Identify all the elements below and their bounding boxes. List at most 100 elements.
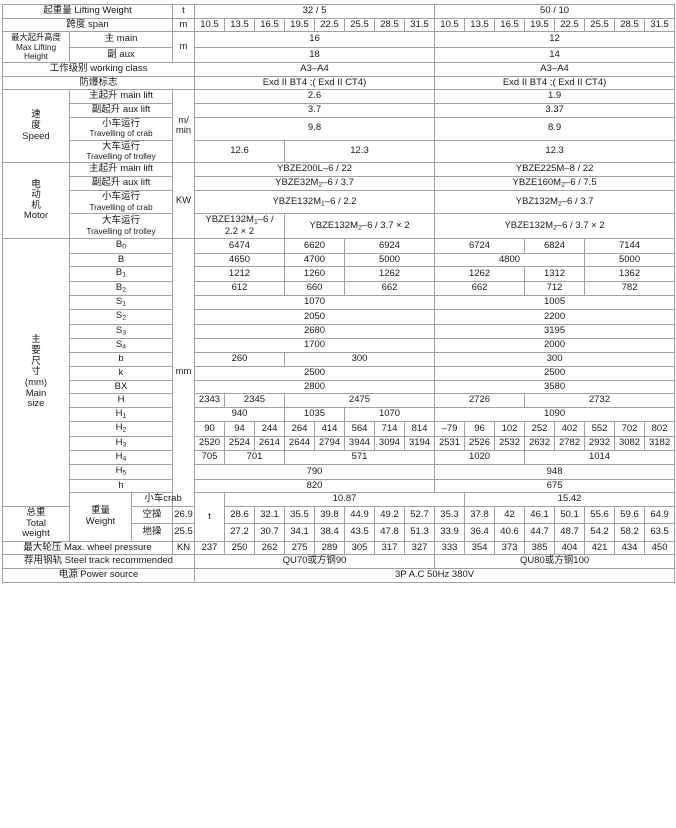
size-cell: 2532 bbox=[494, 435, 526, 452]
size-cell: 5000 bbox=[343, 252, 436, 268]
group-weight: 重量 Weight bbox=[69, 492, 132, 542]
label-size-h1: H1 bbox=[69, 406, 173, 423]
label-size-s1: S1 bbox=[69, 294, 173, 311]
size-cell: 1035 bbox=[284, 406, 345, 423]
size-cell: 6724 bbox=[434, 238, 526, 254]
row-size-h5: H5 790 948 bbox=[3, 464, 676, 480]
motor-aux-left-post: –6 / 3.7 bbox=[322, 177, 354, 189]
label-size-b0: B0 bbox=[69, 238, 173, 254]
size-cell: 1090 bbox=[434, 406, 676, 423]
group-max-lifting-height-en2: Height bbox=[24, 50, 48, 61]
size-cell: 264 bbox=[284, 421, 315, 437]
size-cell: 3944 bbox=[344, 435, 375, 452]
weight-cell: 35.3 bbox=[434, 505, 466, 525]
span-cell: 31.5 bbox=[403, 17, 436, 33]
group-motor-cn2: 动 bbox=[31, 189, 41, 201]
group-speed: 速 度 Speed bbox=[2, 89, 70, 164]
size-cell: 2644 bbox=[284, 435, 315, 452]
size-cell: 1262 bbox=[434, 266, 526, 282]
weight-cell: 59.6 bbox=[614, 505, 646, 525]
size-cell: 3182 bbox=[644, 435, 676, 452]
row-speed-trolley: 大车运行 Travelling of trolley 12.6 12.3 12.… bbox=[3, 139, 676, 164]
size-cell: 1362 bbox=[584, 266, 676, 282]
size-cell: 1260 bbox=[284, 266, 345, 282]
label-total-weight: 总重 Total weight bbox=[2, 505, 70, 542]
weight-cell: 37.8 bbox=[464, 505, 496, 525]
label-size-b2-base: B bbox=[115, 281, 123, 293]
pressure-cell: 354 bbox=[464, 540, 496, 556]
value-motor-crab-right: YBZ132M2–6 / 3.7 bbox=[434, 190, 676, 215]
size-cell: 6474 bbox=[194, 238, 285, 254]
weight-cell: 36.4 bbox=[464, 523, 496, 542]
pressure-cell: 305 bbox=[344, 540, 375, 556]
label-size-h4: H4 bbox=[69, 449, 173, 466]
unit-speed: m/ min bbox=[172, 89, 195, 164]
label-size-s4: S4 bbox=[69, 338, 173, 354]
row-lifting-weight: 起重量 Lifting Weight t 32 / 5 50 / 10 bbox=[2, 4, 676, 19]
row-size-h4: H4 705 701 571 1020 1014 bbox=[3, 449, 676, 466]
size-cell: 820 bbox=[193, 478, 436, 494]
row-size-h3: H3 2520 2524 2614 2644 2794 3944 3094 31… bbox=[3, 435, 676, 452]
label-speed-crab-en: Travelling of crab bbox=[89, 128, 153, 139]
size-cell: 675 bbox=[434, 478, 676, 494]
size-cell: 260 bbox=[194, 352, 285, 368]
size-cell: 2531 bbox=[434, 435, 466, 452]
size-cell: 94 bbox=[224, 421, 255, 437]
value-height-aux-right: 14 bbox=[434, 46, 676, 64]
value-motor-main-lift-left: YBZE200L–6 / 22 bbox=[193, 162, 436, 178]
label-size-h3-sub: 3 bbox=[122, 441, 127, 449]
value-speed-aux-lift-right: 3.37 bbox=[434, 102, 676, 118]
group-main-size-unit: (mm) bbox=[24, 376, 48, 388]
label-speed-crab: 小车运行 Travelling of crab bbox=[69, 116, 173, 141]
weight-cell: 50.1 bbox=[554, 505, 586, 525]
motor-trolley-c3-pre: YBZE132M bbox=[504, 219, 554, 231]
row-size-s1: S1 1070 1005 bbox=[3, 294, 676, 311]
size-cell: 2680 bbox=[193, 323, 436, 340]
size-cell: 244 bbox=[254, 421, 285, 437]
row-speed-aux-lift: 副起升 aux lift 3.7 3.37 bbox=[3, 102, 676, 118]
span-cell: 13.5 bbox=[224, 17, 255, 33]
label-size-s1-sub: 1 bbox=[122, 300, 127, 308]
size-cell: 6924 bbox=[343, 238, 436, 254]
size-cell: 4650 bbox=[194, 252, 285, 268]
unit-speed-line1: m/ bbox=[178, 114, 189, 126]
label-size-h1-sub: 1 bbox=[122, 412, 127, 420]
row-weight-crab: 重量 Weight 小车crab t 10.87 15.42 bbox=[3, 492, 676, 542]
label-size-h-lower: h bbox=[69, 478, 173, 494]
value-speed-trolley-2: 12.3 bbox=[283, 139, 436, 164]
label-size-h-lower-base: h bbox=[118, 479, 124, 491]
size-cell: 662 bbox=[434, 280, 526, 296]
value-weight-crab-left: 10.87 bbox=[223, 492, 466, 507]
label-speed-main-lift: 主起升 main lift bbox=[69, 89, 173, 104]
value-lifting-weight-50-10: 50 / 10 bbox=[434, 4, 676, 19]
label-size-s3: S3 bbox=[69, 323, 173, 340]
motor-trolley-c1-sub: 1 bbox=[253, 219, 258, 226]
group-motor-cn3: 机 bbox=[31, 199, 41, 211]
label-total-weight-en2: weight bbox=[22, 528, 50, 540]
span-cell: 10.5 bbox=[194, 17, 225, 33]
motor-trolley-c2-pre: YBZE132M bbox=[309, 219, 358, 231]
label-size-h4-sub: 4 bbox=[122, 455, 127, 463]
value-weight-crab-right: 15.42 bbox=[464, 492, 676, 507]
pressure-cell: 421 bbox=[584, 540, 616, 556]
span-cell: 16.5 bbox=[494, 17, 526, 33]
size-cell: 571 bbox=[283, 449, 436, 466]
motor-aux-right-pre: YBZE160M bbox=[512, 177, 562, 189]
weight-cell: 42 bbox=[494, 505, 526, 525]
label-weight-crab: 小车crab bbox=[131, 492, 195, 507]
weight-cell: 46.1 bbox=[524, 505, 556, 525]
size-cell: 6824 bbox=[524, 238, 586, 254]
size-cell: 2500 bbox=[434, 366, 676, 381]
row-max-lifting-height-main: 最大起升高度 Max Lifting Height 主 main m 16 12 bbox=[2, 31, 676, 64]
pressure-cell: 250 bbox=[224, 540, 255, 556]
size-cell: 2526 bbox=[464, 435, 496, 452]
weight-cell: 54.2 bbox=[584, 523, 616, 542]
weight-cell: 52.7 bbox=[403, 505, 436, 525]
weight-cell: 43.5 bbox=[344, 523, 375, 542]
row-working-class: 工作级别 working class A3–A4 A3–A4 bbox=[2, 62, 676, 77]
value-motor-aux-lift-left: YBZE32M2–6 / 3.7 bbox=[193, 176, 436, 192]
label-motor-aux-lift: 副起升 aux lift bbox=[69, 176, 173, 192]
size-cell: 790 bbox=[193, 464, 436, 480]
row-size-s4: S4 1700 2000 bbox=[3, 338, 676, 354]
label-size-bx-base: BX bbox=[114, 380, 128, 392]
